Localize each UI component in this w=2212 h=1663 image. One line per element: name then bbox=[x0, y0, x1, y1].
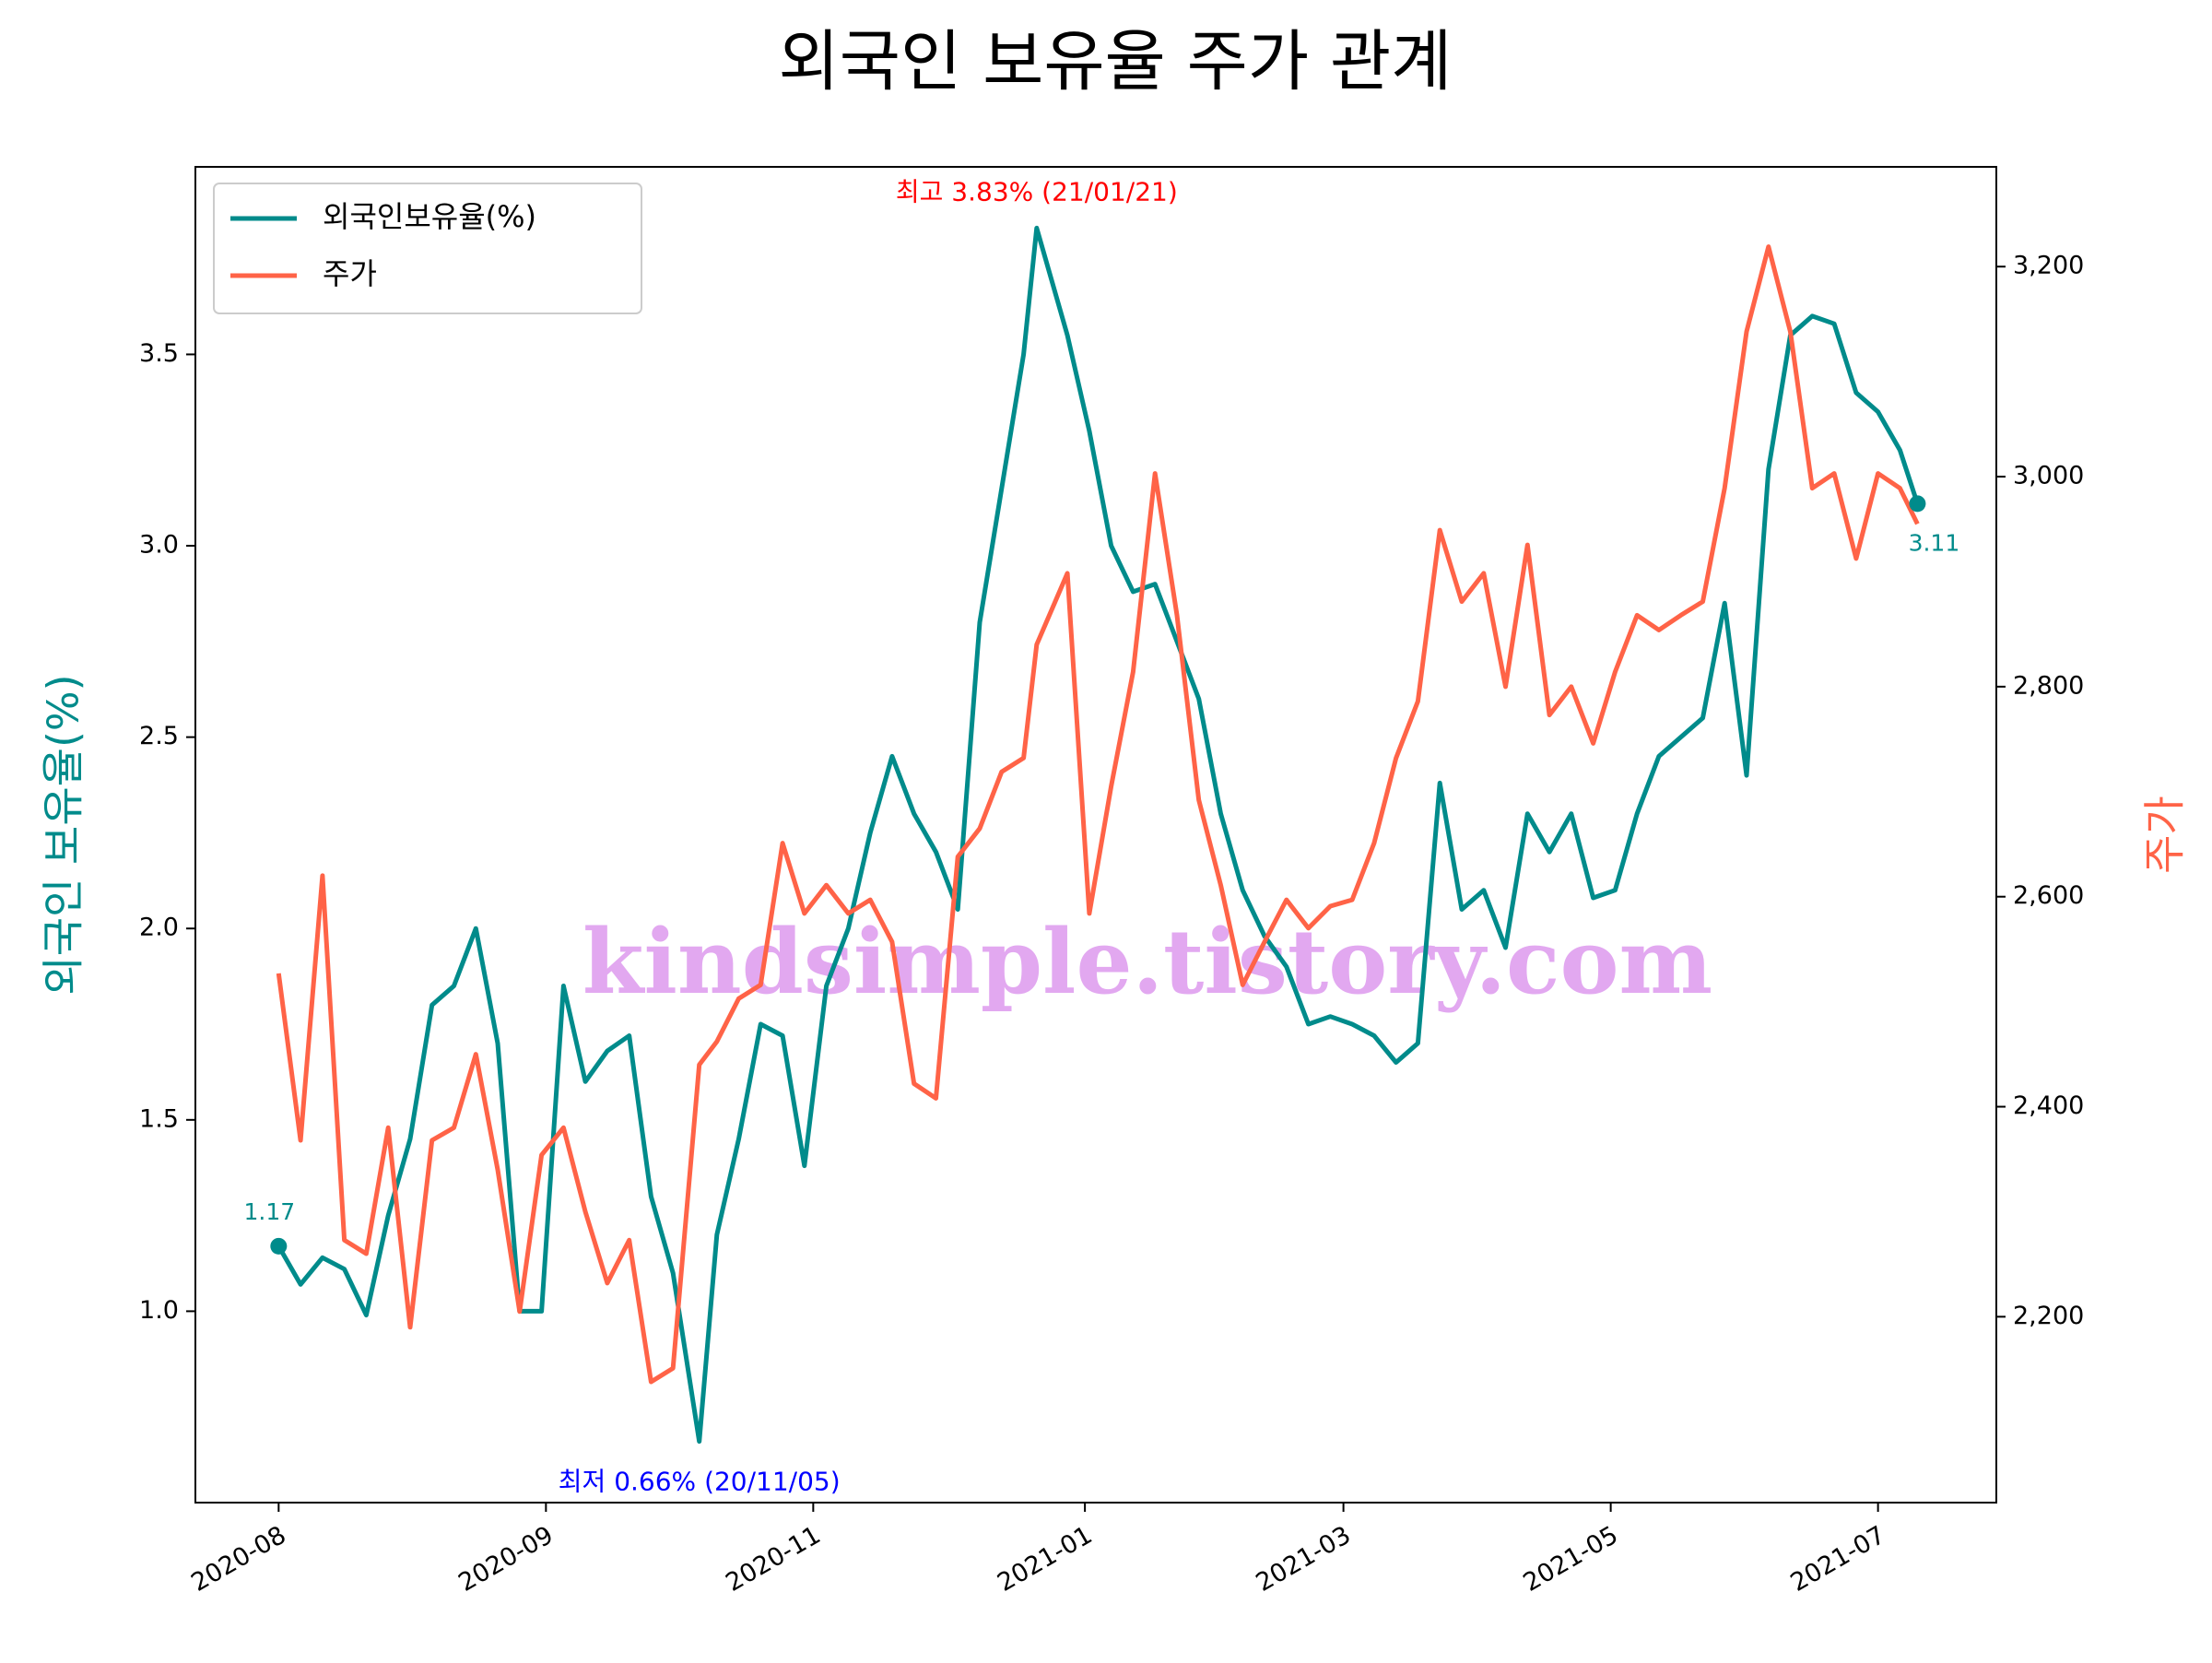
annotation-start: 1.17 bbox=[243, 1198, 295, 1225]
legend-label: 외국인보유율(%) bbox=[323, 199, 536, 234]
y-tick-label: 1.0 bbox=[139, 1296, 179, 1325]
plot-frame bbox=[194, 166, 1997, 1504]
watermark: kindsimple.tistory.com bbox=[582, 910, 1712, 1014]
y2-axis-label: 주가 bbox=[2140, 796, 2190, 874]
series-line bbox=[276, 225, 1920, 1445]
y-tick-label: 1.5 bbox=[139, 1104, 179, 1133]
legend-box bbox=[213, 183, 642, 314]
annotation-end: 3.11 bbox=[1909, 529, 1960, 556]
legend: 외국인보유율(%) 주가 bbox=[213, 183, 642, 314]
legend-label: 주가 bbox=[323, 256, 377, 291]
y-tick-label: 3.0 bbox=[139, 531, 179, 560]
annotation-max: 최고 3.83% (21/01/21) bbox=[896, 176, 1178, 206]
y2-tick-label: 2,600 bbox=[2013, 881, 2084, 910]
y-tick-label: 2.0 bbox=[139, 914, 179, 942]
y2-tick-label: 2,800 bbox=[2013, 671, 2084, 700]
endpoint-marker bbox=[270, 1237, 288, 1255]
y2-tick-label: 3,000 bbox=[2013, 462, 2084, 490]
y-axis-label: 외국인 보유율(%) bbox=[39, 674, 88, 995]
endpoint-marker bbox=[1909, 495, 1926, 513]
annotation-min: 최저 0.66% (20/11/05) bbox=[559, 1467, 841, 1497]
y2-tick-label: 2,200 bbox=[2013, 1302, 2084, 1330]
y2-tick-label: 3,200 bbox=[2013, 252, 2084, 280]
y-tick-label: 2.5 bbox=[139, 722, 179, 750]
chart-title: 외국인 보유율 주가 관계 bbox=[778, 23, 1452, 100]
y2-tick-label: 2,400 bbox=[2013, 1091, 2084, 1120]
y-tick-label: 3.5 bbox=[139, 339, 179, 368]
series-line bbox=[276, 244, 1920, 1385]
